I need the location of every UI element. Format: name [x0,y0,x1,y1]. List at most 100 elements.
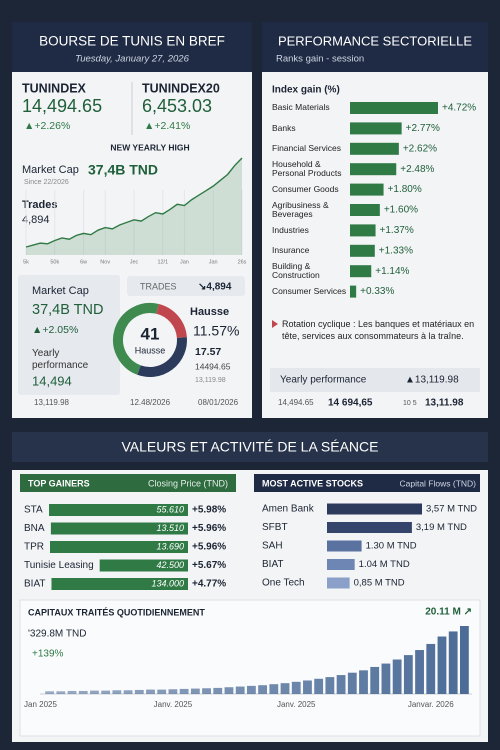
x-tick-label: 12/1 [157,259,168,265]
bar [350,204,380,216]
market-cap-label: Market Cap [22,164,79,176]
stock-name: One Tech [262,578,305,589]
value-label: +1.14% [375,266,409,277]
bar [350,183,384,196]
yearly-box [270,368,480,392]
bar [168,689,178,694]
stat: 14494.65 [195,361,231,371]
stock-name: SFBT [262,522,288,533]
bar [112,690,122,694]
section-header [12,432,488,462]
bar [179,688,189,694]
price-cell [50,541,188,553]
bar [235,686,245,694]
bar [280,683,290,694]
area-fill [26,158,242,255]
chart-title: Index gain (%) [272,85,340,96]
bar [448,631,458,694]
table-subtitle: Closing Price (TND) [148,478,228,488]
category-label: Industries [272,224,309,235]
price-cell [51,578,188,590]
bar [314,678,324,694]
trades-box-value: ↘4,894 [198,282,232,293]
market-cap-value: 37,4B TND [88,162,158,178]
stock-name: BNA [24,523,45,534]
bar [258,685,268,694]
subtitle: Ranks gain - session [276,54,364,65]
value-label: +1.37% [380,225,414,236]
bar [350,224,376,237]
value-label: +2.48% [400,164,434,175]
bar [370,666,380,694]
trades-label: Trades [22,199,57,211]
active-header [254,474,480,492]
bar [224,687,234,694]
bar [67,690,77,694]
x-tick-label: Janvar. 2026 [408,700,454,709]
bar [269,684,279,694]
index-change: ▲+2.26% [24,120,70,132]
stock-name: SAH [262,541,283,552]
bar [350,142,399,155]
footer-value: 14,494.65 [278,398,314,407]
bar [157,689,167,694]
stock-name: BIAT [262,559,283,570]
bar [246,685,256,694]
x-tick-label: 50k [50,259,59,265]
change: +5.96% [192,523,226,534]
market-cap-since: Since 22/2026 [24,179,69,186]
category-label: Consumer Services [272,285,347,296]
trades-value: 4,894 [22,214,50,226]
x-tick-label: 5k [23,259,29,265]
bar [350,102,438,114]
right-header [262,22,488,72]
category-label: Financial Services [272,143,341,154]
x-tick-label: Jan [180,259,189,265]
footer-value: 13,11.98 [425,398,464,409]
value-label: +0.33% [360,286,394,297]
value-label: 1.04 M TND [359,559,410,570]
x-tick-label: Jan [209,259,218,265]
bar [123,690,133,694]
index-change: ▲+2.41% [144,120,190,132]
bar [459,626,469,694]
yearly-base: 13,119.98 [34,398,70,407]
bar [327,503,422,515]
area-line [25,157,243,248]
price-cell [99,559,188,572]
change: +139% [32,649,64,660]
donut-center-value: 41 [141,324,160,343]
bar [426,643,436,694]
date-label: 12.48/2026 [130,398,171,407]
value-label: +1.80% [388,184,422,195]
section-title: VALEURS ET ACTIVITÉ DE LA SÉANCE [121,439,378,455]
value-label: 3,57 M TND [426,504,477,515]
chart-title: CAPITAUX TRAITÉS QUOTIDIENNEMENT [28,607,205,617]
category-label: Basic Materials [272,102,330,113]
price-cell [49,504,188,516]
stat: 13,119.98 [195,377,226,384]
bar [202,688,211,694]
right-panel [262,22,488,418]
total: '329.8M TND [28,629,86,640]
summary-value: 37,4B TND [32,302,103,318]
date-label: 08/01/2026 [198,398,239,407]
value-label: +4.72% [442,103,476,114]
bar [327,577,350,589]
value-label: +2.62% [403,143,437,154]
bar [350,163,397,176]
category-label: Insurance [272,245,310,256]
bar [90,690,99,694]
price: 13.510 [156,523,184,533]
price: 134.000 [151,578,184,588]
stat: 17.57 [195,346,221,358]
footer-value: 10 5 [403,400,417,407]
donut-center-label: Hausse [135,345,166,355]
price: 55.610 [156,504,184,514]
summary-card [18,275,120,395]
category-label: Banks [272,122,296,133]
value-label: 0,85 M TND [354,578,405,589]
value-label: +1.33% [379,245,413,256]
bar [350,244,375,257]
